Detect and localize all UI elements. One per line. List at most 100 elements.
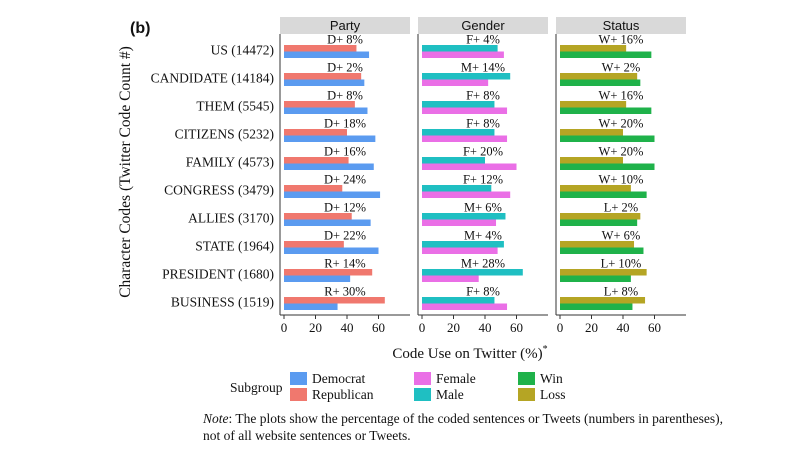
legend-label-loss: Loss [540,387,566,402]
x-tick-label: 60 [648,320,661,335]
data-label-business: R+ 30% [324,285,365,299]
category-label-congress: CONGRESS (3479) [164,183,274,198]
legend-title: Subgroup [230,380,283,395]
panel-label: (b) [130,20,150,37]
bar-democrat-them [284,107,368,114]
data-label-them: F+ 8% [466,89,500,103]
bar-male-us [422,45,498,52]
bar-loss-citizens [560,129,623,136]
bar-win-us [560,51,652,58]
bar-male-them [422,101,495,108]
bar-male-congress [422,185,492,192]
data-label-us: W+ 16% [599,33,644,47]
x-axis-title-superscript: * [543,344,548,355]
bar-loss-candidate [560,73,638,80]
bar-female-them [422,107,508,114]
legend-swatch-female [414,372,431,385]
data-label-candidate: W+ 2% [602,61,641,75]
x-tick-label: 20 [585,320,598,335]
data-label-allies: L+ 2% [604,201,638,215]
data-label-citizens: W+ 20% [599,117,644,131]
legend-label-male: Male [436,387,464,402]
bar-democrat-allies [284,219,371,226]
bar-female-allies [422,219,497,226]
data-label-congress: F+ 12% [463,173,503,187]
data-label-us: F+ 4% [466,33,500,47]
y-axis-title: Character Codes (Twitter Code Count #) [117,46,134,298]
bar-loss-president [560,269,647,276]
bar-democrat-citizens [284,135,376,142]
legend-label-republican: Republican [312,387,374,402]
legend-swatch-loss [518,388,535,401]
bar-female-congress [422,191,511,198]
legend-swatch-democrat [290,372,307,385]
panel-status: Status 0 20 40 60 W+ 16% W+ 2% W+ 16% W+ 20% W+ 2… [555,17,686,335]
bar-male-president [422,269,523,276]
x-tick-label: 0 [419,320,426,335]
x-tick-label: 40 [479,320,492,335]
bar-female-business [422,303,508,310]
legend-swatch-male [414,388,431,401]
bar-republican-allies [284,213,352,220]
bar-democrat-state [284,247,379,254]
data-label-president: R+ 14% [324,257,365,271]
bar-male-candidate [422,73,511,80]
category-labels: US (14472) CANDIDATE (14184) THEM (5545) CI… [151,43,274,310]
data-label-them: W+ 16% [599,89,644,103]
category-label-allies: ALLIES (3170) [188,211,274,226]
bar-republican-state [284,241,344,248]
bar-democrat-us [284,51,370,58]
bar-democrat-business [284,303,338,310]
data-label-president: M+ 28% [461,257,505,271]
bar-democrat-congress [284,191,381,198]
data-label-family: D+ 16% [324,145,366,159]
bar-republican-them [284,101,355,108]
bar-female-family [422,163,517,170]
category-label-president: PRESIDENT (1680) [162,267,274,282]
bar-female-president [422,275,479,282]
x-tick-label: 60 [510,320,523,335]
panel-title: Party [330,18,361,33]
bar-democrat-candidate [284,79,365,86]
x-tick-label: 40 [617,320,630,335]
data-label-them: D+ 8% [327,89,363,103]
panel-title: Status [603,18,640,33]
bar-loss-us [560,45,627,52]
bar-male-citizens [422,129,495,136]
bar-female-candidate [422,79,489,86]
bar-male-business [422,297,495,304]
category-label-citizens: CITIZENS (5232) [175,127,274,142]
bar-loss-state [560,241,635,248]
legend-swatch-republican [290,388,307,401]
footnote: Note: The plots show the percentage of t… [203,410,743,444]
bar-win-citizens [560,135,655,142]
data-label-congress: D+ 24% [324,173,366,187]
x-tick-label: 40 [341,320,354,335]
data-label-allies: D+ 12% [324,201,366,215]
bar-win-state [560,247,644,254]
data-label-family: W+ 20% [599,145,644,159]
bar-female-us [422,51,504,58]
x-tick-label: 20 [447,320,460,335]
x-tick-label: 60 [372,320,385,335]
panels: Party 0 20 40 60 D+ 8% D+ 2% D+ 8% D+ 18% D+ 16% D… [279,17,686,335]
bar-loss-congress [560,185,631,192]
data-label-citizens: F+ 8% [466,117,500,131]
panel-strip [556,17,686,34]
bar-democrat-family [284,163,374,170]
bar-win-family [560,163,655,170]
data-label-citizens: D+ 18% [324,117,366,131]
bar-democrat-president [284,275,351,282]
bar-republican-family [284,157,349,164]
x-axis-title-text: Code Use on Twitter (%) [392,346,542,362]
data-label-business: F+ 8% [466,285,500,299]
bar-republican-president [284,269,373,276]
bar-win-business [560,303,633,310]
data-label-candidate: M+ 14% [461,61,505,75]
category-label-state: STATE (1964) [195,239,274,254]
bar-win-allies [560,219,638,226]
bar-win-them [560,107,652,114]
panel-party: Party 0 20 40 60 D+ 8% D+ 2% D+ 8% D+ 18% D+ 16% D… [279,17,410,335]
